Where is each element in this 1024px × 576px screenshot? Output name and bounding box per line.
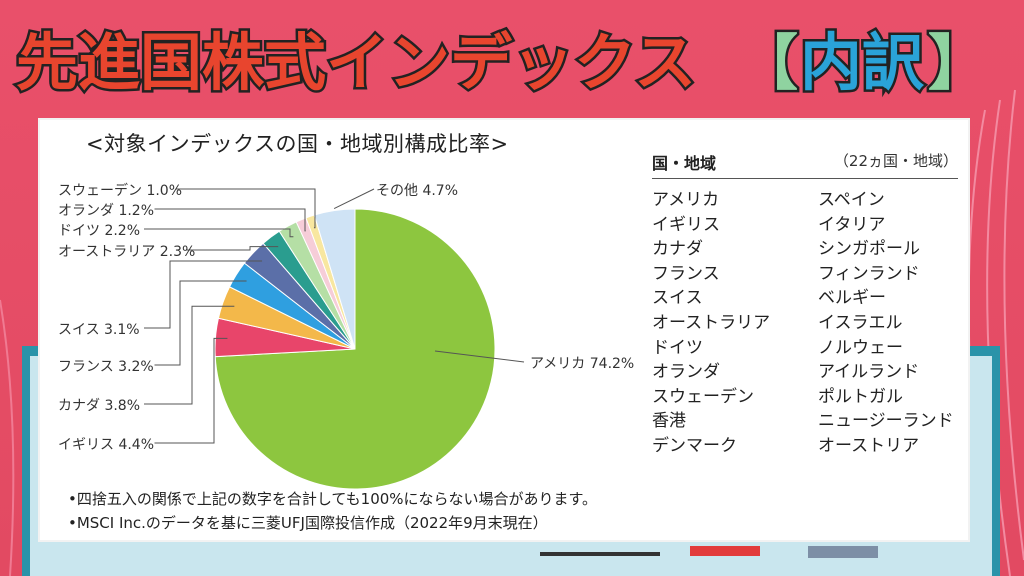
pie-label-2: カナダ 3.8% <box>58 398 141 414</box>
country-item: ニュージーランド <box>818 411 954 432</box>
country-item: フィンランド <box>818 263 920 284</box>
country-column-2: スペインイタリアシンガポール フィンランド ベルギーイスラエルノルウェーアイルランド… <box>818 188 954 459</box>
leader-line-8 <box>175 188 316 229</box>
chart-title: <対象インデックスの国・地域別構成比率> <box>86 132 509 156</box>
title-bracket-open: 【 <box>738 29 798 99</box>
pie-label-0: アメリカ 74.2% <box>530 356 635 372</box>
country-item: スイス <box>652 288 703 309</box>
country-item: デンマーク <box>652 435 737 456</box>
country-item: オーストリア <box>818 435 920 456</box>
country-item: シンガポール <box>818 239 920 260</box>
country-item: カナダ <box>652 239 703 260</box>
pie-label-1: イギリス 4.4% <box>58 437 155 453</box>
title-bracket-text: 内訳 <box>800 26 925 99</box>
pie-chart <box>144 188 525 490</box>
pie-label-5: オーストラリア 2.3% <box>58 244 196 260</box>
country-item: フランス <box>652 263 720 284</box>
pie-label-9: その他 4.7% <box>376 183 459 199</box>
leader-line-6 <box>144 228 294 238</box>
country-item: ポルトガル <box>818 386 903 407</box>
country-item: ドイツ <box>652 337 703 358</box>
country-item: 香港 <box>652 411 686 432</box>
bottom-decor <box>540 546 878 558</box>
page-title: 先進国株式インデックス 【 内訳 】 <box>0 6 1024 106</box>
leader-line-1 <box>154 337 228 444</box>
note-source: •MSCI Inc.のデータを基に三菱UFJ国際投信作成（2022年9月末現在） <box>68 514 548 532</box>
pie-label-3: フランス 3.2% <box>58 359 154 375</box>
leader-line-2 <box>144 305 235 405</box>
leader-line-7 <box>154 208 306 232</box>
country-item: イスラエル <box>818 312 903 333</box>
pie-slice-9 <box>313 208 356 350</box>
country-item: ノルウェー <box>818 337 903 358</box>
note-rounding: •四捨五入の関係で上記の数字を合計しても100%にならない場合があります。 <box>68 490 598 508</box>
country-table-header: 国・地域 （22ヵ国・地域） <box>652 148 958 179</box>
pie-label-7: オランダ 1.2% <box>58 203 155 219</box>
country-column-1: アメリカイギリスカナダフランススイスオーストラリア ドイツオランダスウェーデン 香港… <box>652 188 770 459</box>
country-item: オーストラリア <box>652 312 771 333</box>
country-item: スペイン <box>818 190 885 210</box>
pie-label-4: スイス 3.1% <box>58 322 140 338</box>
leader-line-9 <box>333 188 375 209</box>
country-item: スウェーデン <box>652 386 754 407</box>
country-item: イギリス <box>652 214 720 235</box>
country-item: アイルランド <box>818 362 920 383</box>
leader-line-5 <box>186 246 279 251</box>
leader-line-0 <box>434 350 525 363</box>
title-main: 先進国株式インデックス <box>16 26 696 99</box>
pie-label-8: スウェーデン 1.0% <box>58 183 183 199</box>
table-header-country: 国・地域 <box>652 154 717 173</box>
country-item: イタリア <box>818 214 886 235</box>
country-item: オランダ <box>652 362 720 383</box>
pie-label-6: ドイツ 2.2% <box>58 223 141 239</box>
country-item: ベルギー <box>818 288 886 309</box>
chart-card <box>40 120 968 540</box>
table-header-count: （22ヵ国・地域） <box>833 152 958 170</box>
leader-line-4 <box>144 260 263 329</box>
leader-line-3 <box>154 280 247 366</box>
country-item: アメリカ <box>652 190 720 210</box>
title-bracket-close: 】 <box>928 29 988 99</box>
